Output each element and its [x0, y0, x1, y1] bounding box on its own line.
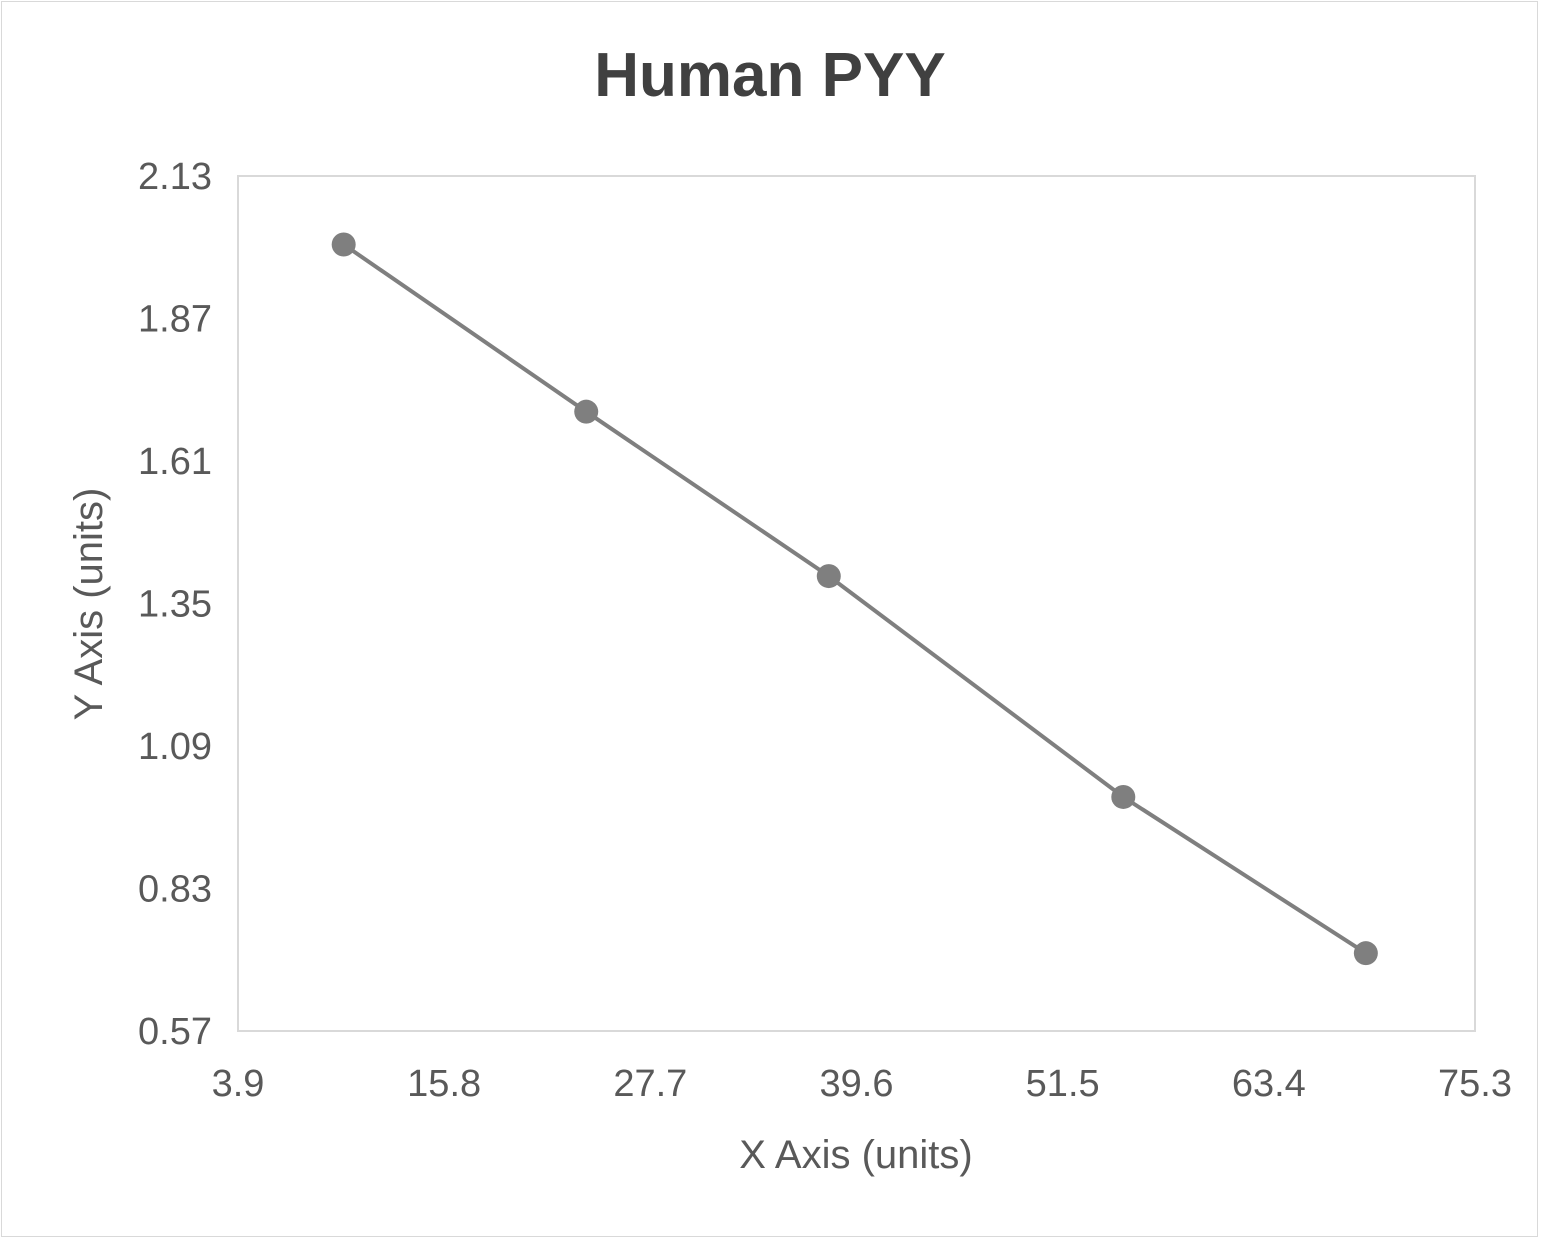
- y-tick-label: 1.09: [138, 726, 212, 768]
- y-axis-ticks: 0.57 0.83 1.09 1.35 1.61 1.87 2.13: [138, 156, 212, 1053]
- chart-title: Human PYY: [594, 41, 945, 110]
- x-tick-label: 39.6: [820, 1063, 894, 1105]
- x-tick-label: 3.9: [212, 1063, 265, 1105]
- x-tick-label: 51.5: [1026, 1063, 1100, 1105]
- data-point: [574, 399, 599, 424]
- x-axis-title: X Axis (units): [739, 1133, 972, 1177]
- series-points: [331, 232, 1378, 966]
- plot-area: [237, 175, 1476, 1032]
- data-point: [331, 232, 356, 257]
- data-point: [1111, 784, 1136, 809]
- y-tick-label: 1.87: [138, 299, 212, 341]
- y-tick-label: 0.57: [138, 1011, 212, 1053]
- y-tick-label: 1.35: [138, 584, 212, 626]
- x-tick-label: 75.3: [1438, 1063, 1512, 1105]
- y-tick-label: 1.61: [138, 441, 212, 483]
- series-line: [342, 242, 1367, 955]
- x-axis-ticks: 3.9 15.8 27.7 39.6 51.5 63.4 75.3: [212, 1063, 1512, 1105]
- y-axis-title: Y Axis (units): [67, 488, 111, 721]
- data-point: [1353, 941, 1378, 966]
- x-tick-label: 63.4: [1232, 1063, 1306, 1105]
- y-tick-label: 0.83: [138, 869, 212, 911]
- data-point: [816, 564, 841, 589]
- x-tick-label: 15.8: [407, 1063, 481, 1105]
- x-tick-label: 27.7: [613, 1063, 687, 1105]
- y-tick-label: 2.13: [138, 156, 212, 198]
